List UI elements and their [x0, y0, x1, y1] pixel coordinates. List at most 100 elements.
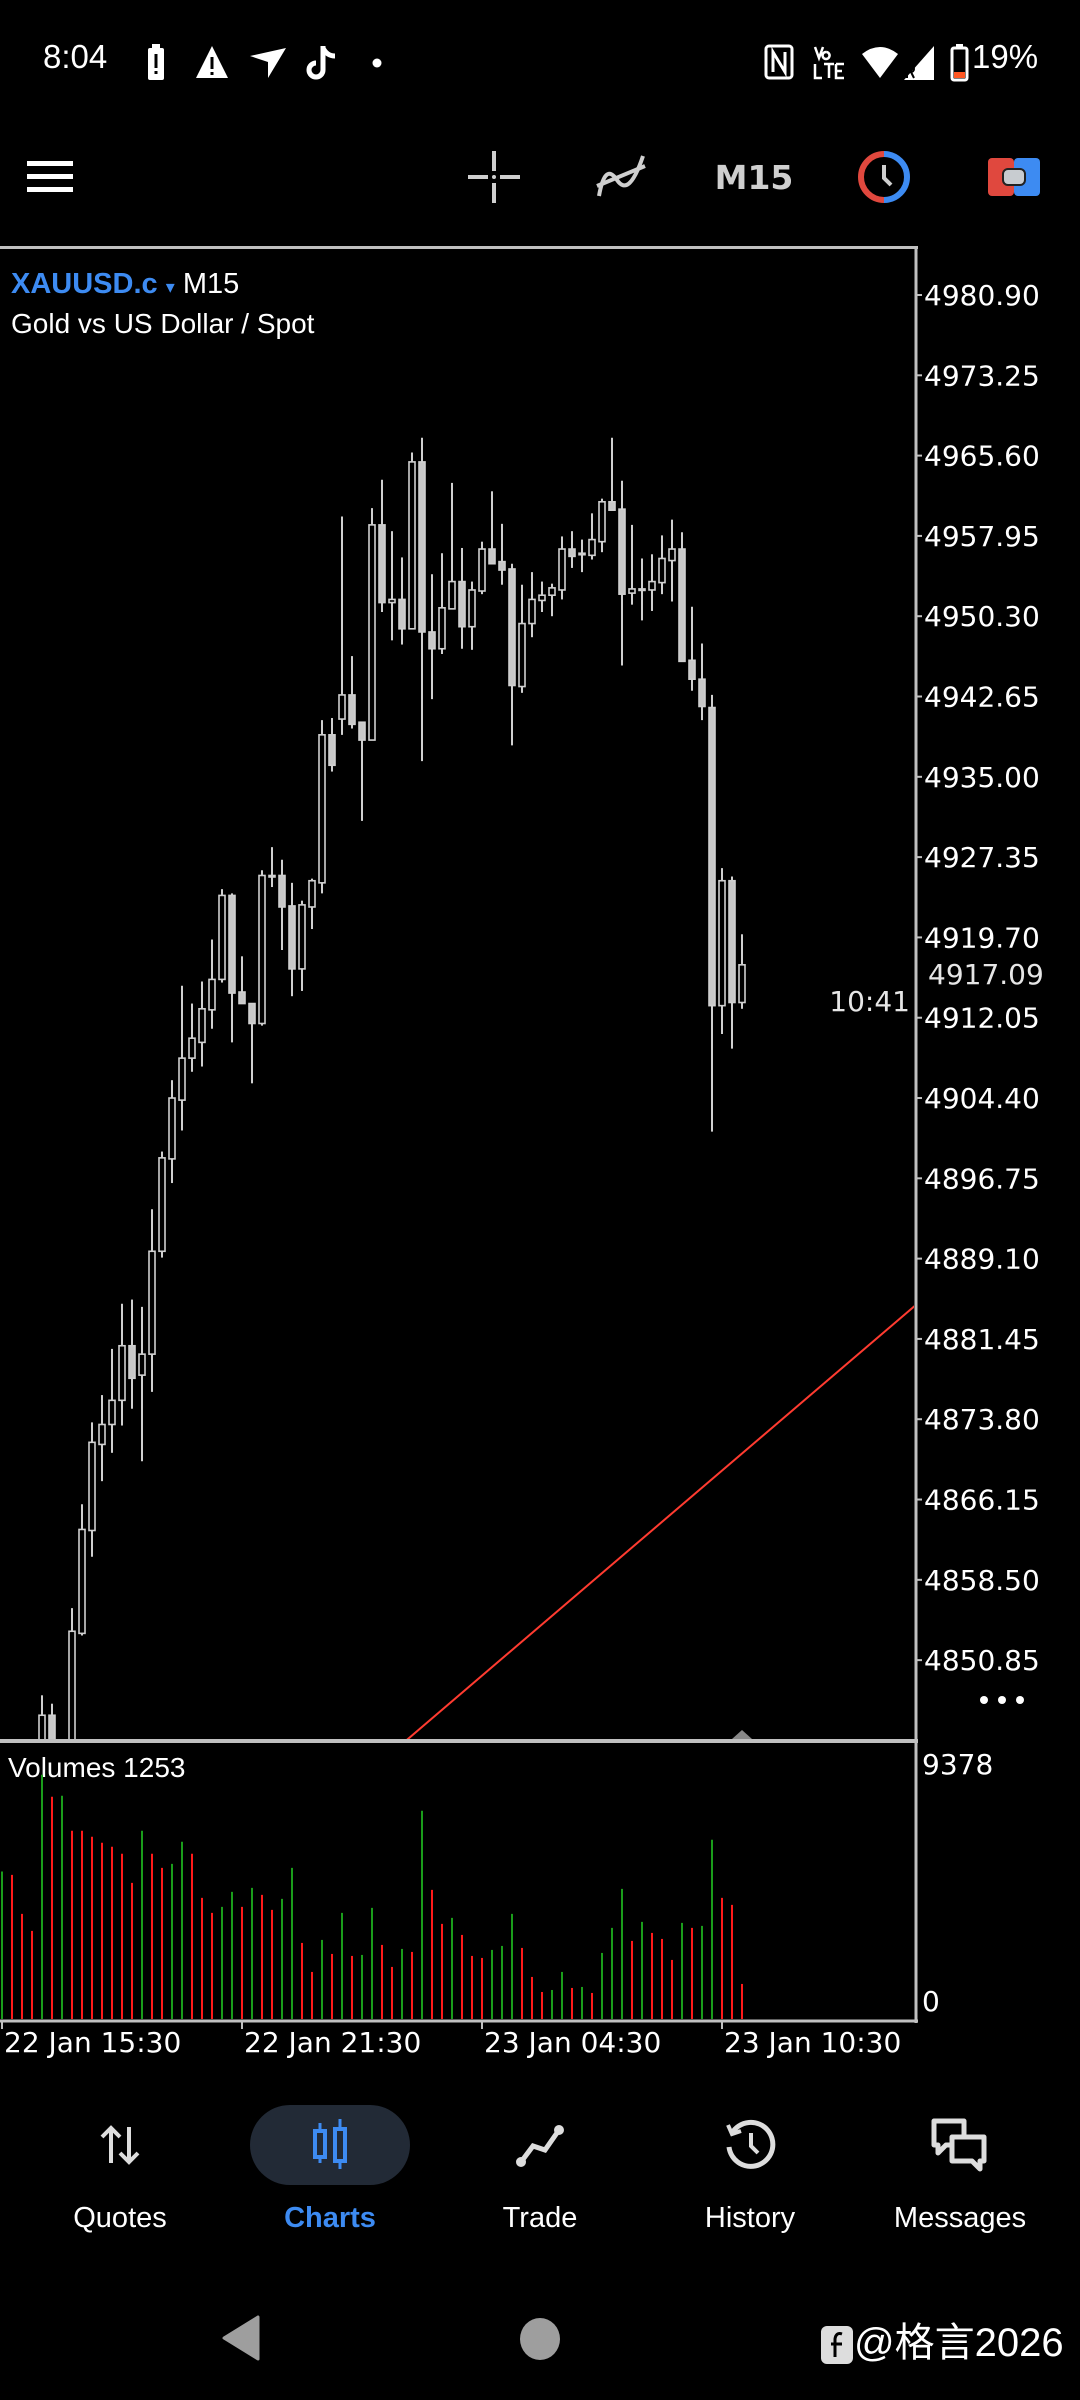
- candle: [38, 1695, 46, 1739]
- symbol-dropdown-icon[interactable]: ▾: [165, 277, 175, 297]
- candle: [688, 606, 696, 691]
- candle: [388, 531, 396, 641]
- candle-body-bear: [568, 548, 576, 558]
- price-tick-label: 4896.75: [924, 1162, 1040, 1195]
- price-tick-label: 4957.95: [924, 520, 1040, 553]
- candle-body-bear: [238, 991, 246, 1005]
- candle-body-bull: [388, 598, 396, 604]
- candle: [268, 847, 276, 888]
- candle: [408, 452, 416, 630]
- candle: [568, 531, 576, 568]
- candle-body-bull: [438, 607, 446, 650]
- nav-label: Messages: [893, 2202, 1027, 2234]
- candle: [228, 893, 236, 1043]
- price-tick-label: 4866.15: [924, 1484, 1040, 1517]
- candle: [308, 878, 316, 930]
- candle: [238, 956, 246, 1005]
- candle-body-bear: [248, 1002, 256, 1025]
- volumes-label: Volumes 1253: [8, 1752, 186, 1783]
- candle-body-bear: [358, 721, 366, 741]
- candle: [188, 1003, 196, 1072]
- candle: [738, 934, 746, 1009]
- price-tick-label: 4904.40: [924, 1082, 1040, 1115]
- time-tick-label: 23 Jan 04:30: [484, 2026, 661, 2059]
- volte-icon: [813, 46, 844, 80]
- candle-body-bull: [528, 598, 536, 625]
- price-tick-label: 4950.30: [924, 600, 1040, 633]
- indicators-button[interactable]: [592, 150, 652, 204]
- price-tick-label: 4942.65: [924, 681, 1040, 714]
- candle-body-bull: [578, 552, 586, 556]
- price-tick-label: 4965.60: [924, 440, 1040, 473]
- candle: [258, 870, 266, 1026]
- candle-body-bear: [498, 560, 506, 571]
- period-clock-button[interactable]: [856, 150, 912, 204]
- candle-body-bear: [268, 874, 276, 878]
- back-triangle-icon[interactable]: [222, 2315, 260, 2361]
- candle: [728, 876, 736, 1049]
- candle-body-bull: [538, 594, 546, 602]
- candle-body-bull: [738, 964, 746, 1004]
- candle-body-bull: [518, 622, 526, 688]
- candle-body-bull: [108, 1399, 116, 1426]
- candle-body-bull: [638, 588, 646, 592]
- candle: [398, 557, 406, 645]
- candle: [48, 1703, 56, 1739]
- symbol-header[interactable]: XAUUSD.c ▾ M15: [11, 268, 239, 301]
- candle: [618, 480, 626, 666]
- candle-body-bull: [658, 557, 666, 584]
- candle: [708, 694, 716, 1132]
- candle-body-bear: [328, 734, 336, 767]
- candle: [168, 1080, 176, 1184]
- tiktok-icon: [306, 46, 336, 80]
- candle: [698, 643, 706, 721]
- candle: [218, 889, 226, 983]
- candle-body-bear: [378, 524, 386, 604]
- candle-body-bull: [338, 694, 346, 720]
- nav-quotes[interactable]: Quotes: [20, 2105, 220, 2245]
- trendline[interactable]: [405, 1305, 916, 1742]
- candle: [68, 1608, 76, 1739]
- chart-timeframe: M15: [182, 268, 240, 300]
- candle-body-bear: [398, 598, 406, 630]
- timeframe-button[interactable]: M15: [714, 150, 794, 204]
- home-circle-icon[interactable]: [519, 2317, 561, 2361]
- price-tick-label: 4912.05: [924, 1002, 1040, 1035]
- candle-body-bear: [728, 879, 736, 1004]
- candle-body-bear: [228, 894, 236, 994]
- price-chart[interactable]: 4980.90 4973.25 4965.60 4957.95 4950.30 4942.…: [0, 246, 1080, 2076]
- candle: [328, 718, 336, 772]
- candle-body-bull: [198, 1007, 206, 1044]
- candle: [558, 536, 566, 600]
- crosshair-button[interactable]: [466, 150, 522, 204]
- candle-body-bull: [598, 500, 606, 543]
- candle-body-bear: [608, 500, 616, 511]
- candle: [448, 482, 456, 610]
- price-tick-label: 4973.25: [924, 359, 1040, 392]
- candle-body-bull: [628, 588, 636, 594]
- messages-icon: [880, 2105, 1040, 2185]
- nav-trade[interactable]: Trade: [440, 2105, 640, 2245]
- candle: [438, 553, 446, 654]
- candle: [458, 547, 466, 649]
- menu-button[interactable]: [22, 150, 78, 204]
- one-click-trade-button[interactable]: [986, 150, 1042, 204]
- candle: [278, 859, 286, 951]
- candle: [498, 523, 506, 585]
- nav-messages[interactable]: Messages: [860, 2105, 1060, 2245]
- more-dots-icon[interactable]: [980, 1696, 1024, 1704]
- symbol-name[interactable]: XAUUSD.c: [11, 268, 158, 300]
- candle: [638, 558, 646, 621]
- candle: [478, 541, 486, 595]
- quotes-arrows-icon: [40, 2105, 200, 2185]
- nfc-icon: [764, 44, 794, 80]
- candle: [418, 437, 426, 762]
- volume-zero-label: 0: [922, 1985, 940, 2018]
- dot-icon: [372, 58, 382, 68]
- candle: [518, 584, 526, 693]
- nav-history[interactable]: History: [650, 2105, 850, 2245]
- nav-charts[interactable]: Charts: [230, 2105, 430, 2245]
- candle: [608, 437, 616, 511]
- nav-label: Charts: [284, 2202, 376, 2234]
- timeframe-label: M15: [714, 157, 794, 197]
